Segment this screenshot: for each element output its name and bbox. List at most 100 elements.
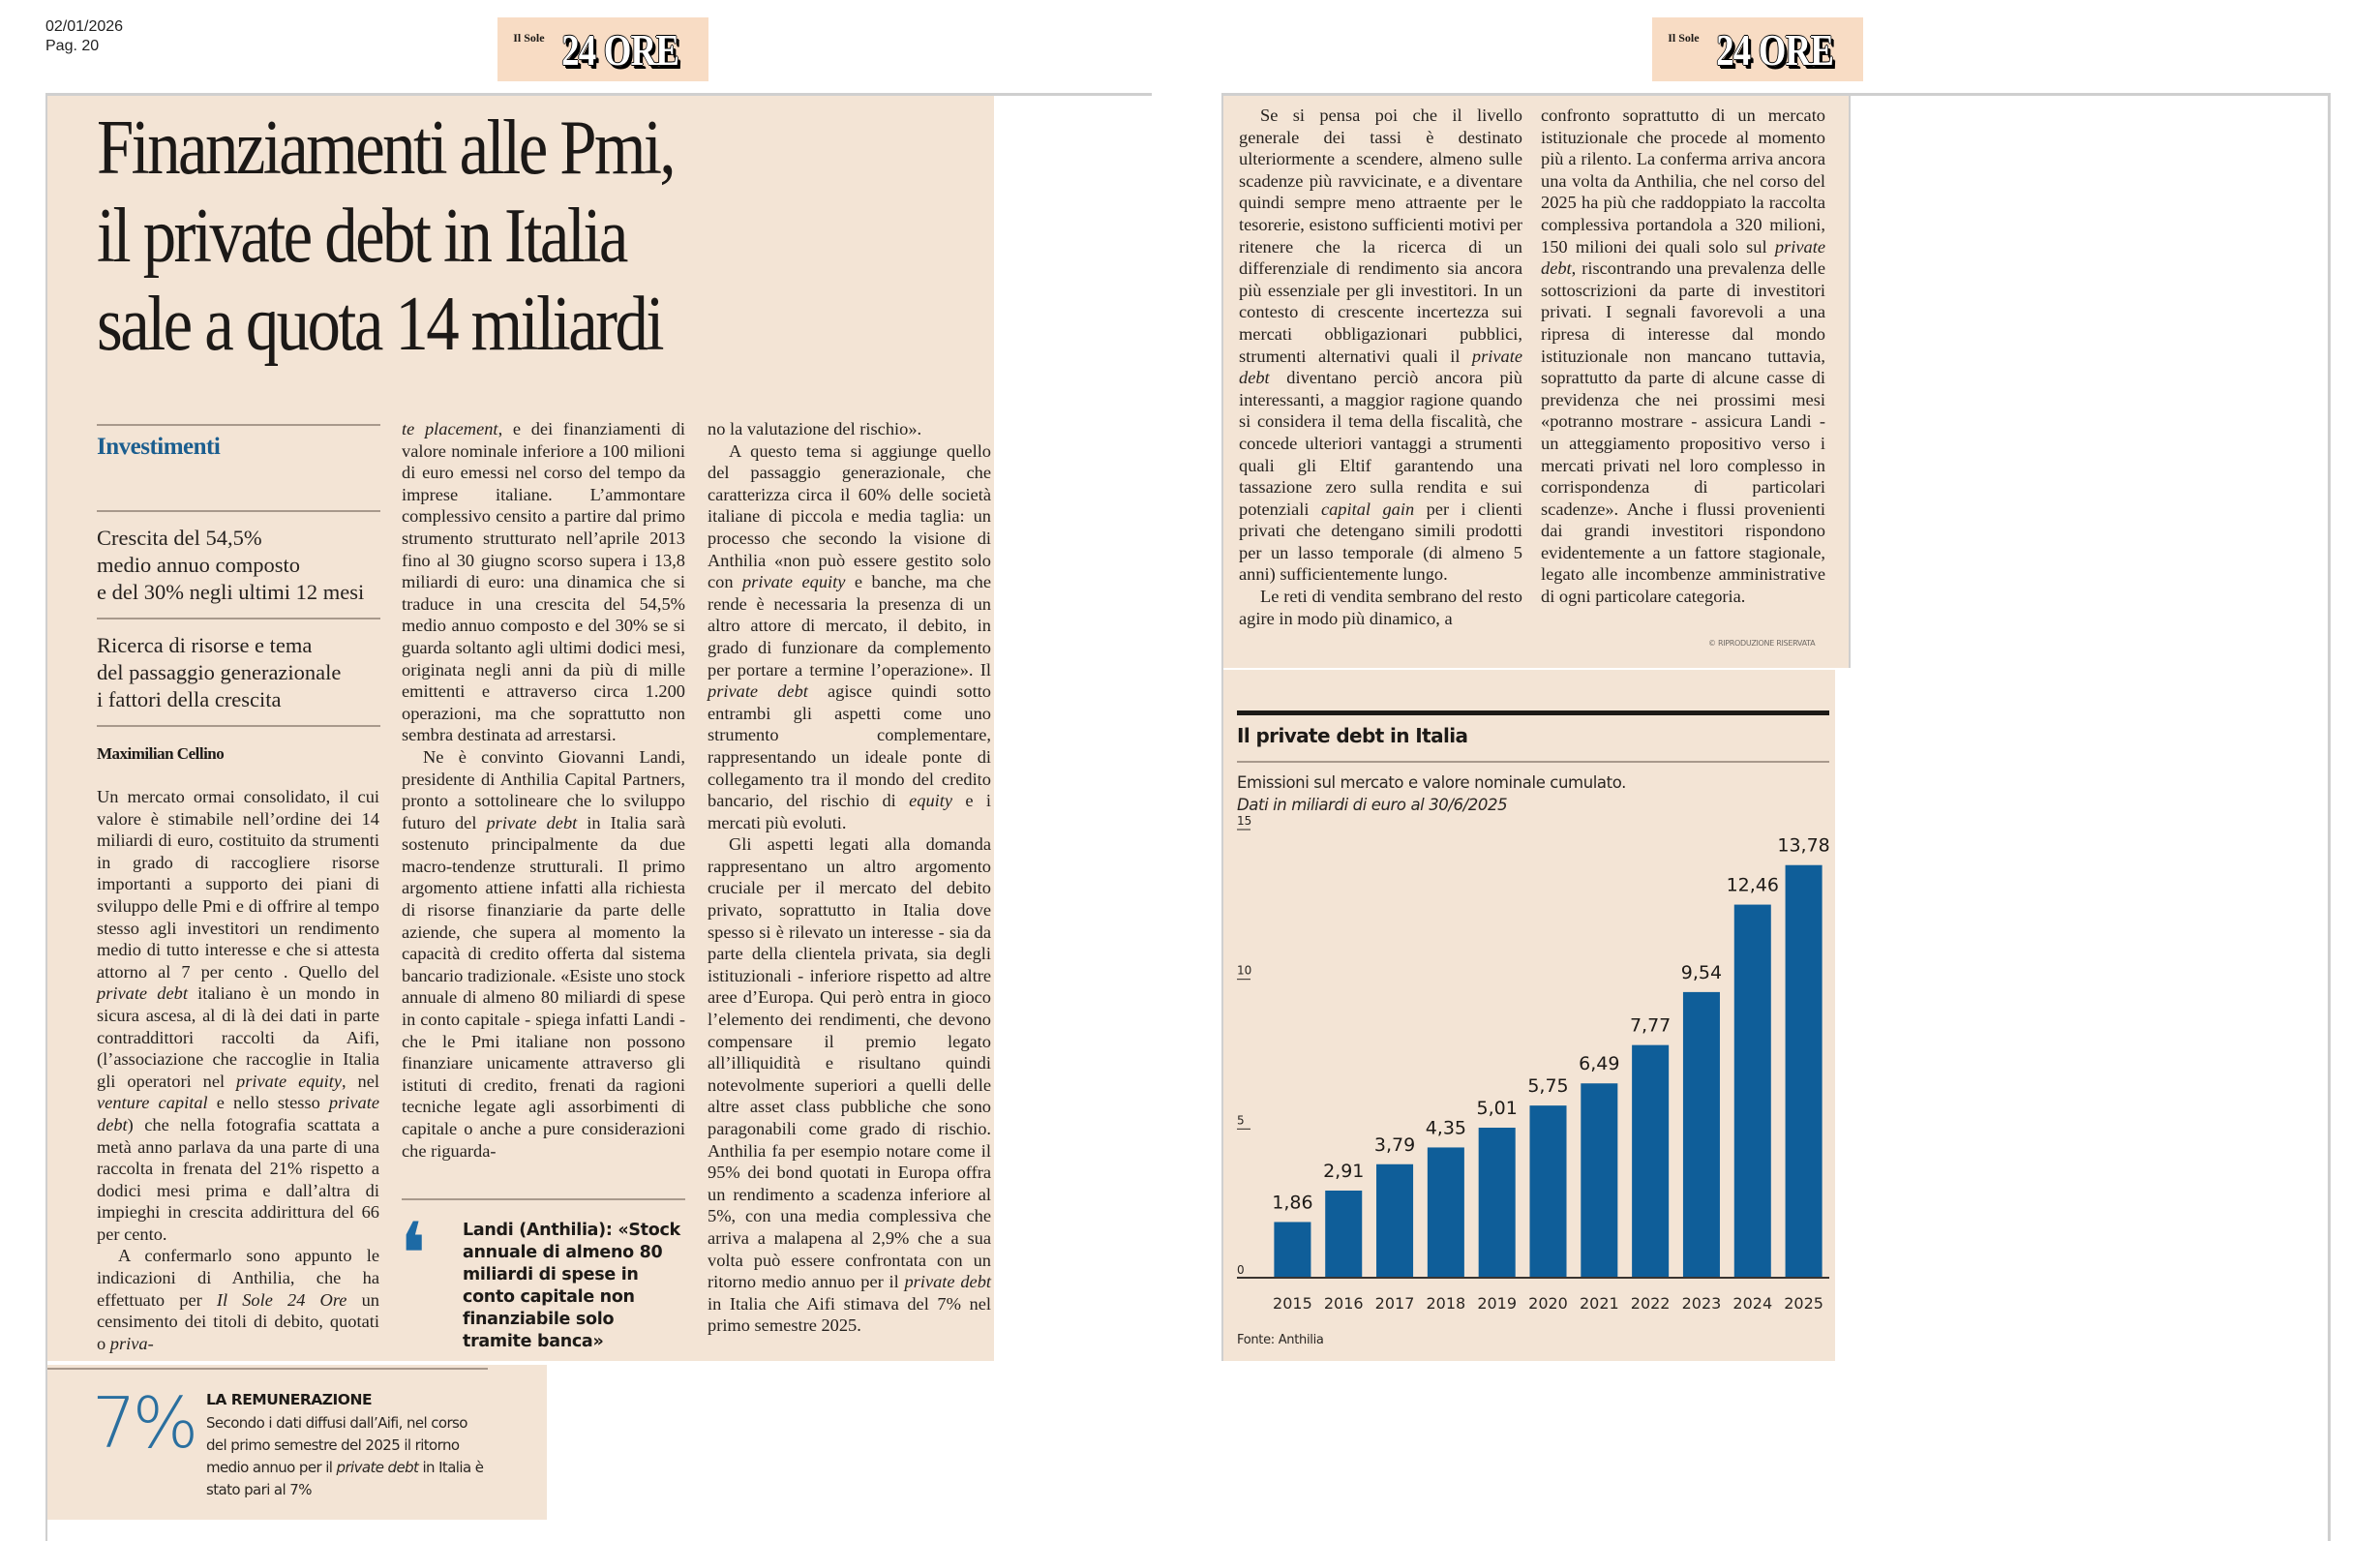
bar-2016 — [1325, 1190, 1363, 1278]
callout-text: Secondo i dati diffusi dall’Aifi, nel co… — [206, 1414, 484, 1498]
bar-chart: 0 5 10 15 1,86 2015 2,91 2016 3,79 2017 4,35 2018 5,… — [1237, 814, 1830, 1313]
logo-big-text: 24 ORE — [1715, 24, 1834, 75]
bar-2022 — [1632, 1044, 1670, 1278]
logo-big-text: 24 ORE — [560, 24, 679, 75]
page-frame-left-right-page — [1221, 93, 1223, 1361]
headline-line-3: sale a quota 14 miliardi — [97, 282, 664, 367]
chart-subtitle-line: Emissioni sul mercato e valore nominale … — [1237, 773, 1626, 792]
chart-source: Fonte: Anthilia — [1237, 1333, 1324, 1347]
bar-2018 — [1427, 1147, 1464, 1278]
data-label-2022: 7,77 — [1630, 1015, 1671, 1037]
y-tick-label: 5 — [1237, 1113, 1245, 1127]
x-tick-label-2021: 2021 — [1580, 1294, 1619, 1313]
logo-small-text: Il Sole — [1668, 31, 1700, 45]
pull-quote: Landi (Anthilia): «Stock annuale di alme… — [463, 1221, 680, 1351]
page-frame-top-right — [1221, 93, 2330, 96]
paragraph: Gli aspetti legati alla domanda rapprese… — [708, 834, 992, 1336]
paragraph: Ne è convinto Giovanni Landi, presidente… — [402, 746, 686, 1161]
x-tick-label-2025: 2025 — [1784, 1294, 1823, 1313]
section-label: Investimenti — [97, 434, 221, 460]
y-tick-label: 15 — [1237, 814, 1251, 828]
bar-2019 — [1478, 1128, 1516, 1278]
chart-title: Il private debt in Italia — [1237, 724, 1468, 747]
paragraph: confronto soprattutto di un mercato isti… — [1541, 106, 1825, 607]
subhead-line: Ricerca di risorse e tema — [97, 633, 313, 657]
data-label-2019: 5,01 — [1477, 1098, 1518, 1119]
byline: Maximilian Cellino — [97, 744, 225, 763]
data-label-2018: 4,35 — [1426, 1117, 1466, 1138]
body-column-3: no la valutazione del rischio». A questo… — [708, 418, 991, 1337]
paragraph: A confermarlo sono appunto le indicazion… — [97, 1246, 379, 1353]
page-number: Pag. 20 — [45, 38, 100, 54]
subhead-line: del passaggio generazionale — [97, 660, 342, 684]
bar-2017 — [1376, 1163, 1414, 1278]
divider — [97, 510, 380, 512]
body-column-5: confronto soprattutto di un mercato isti… — [1541, 105, 1825, 608]
panel-edge — [1849, 96, 1851, 668]
newspaper-logo-left: Il Sole 24 ORE — [497, 17, 708, 81]
x-tick-label-2024: 2024 — [1732, 1294, 1772, 1313]
headline-line-1: Finanziamenti alle Pmi, — [97, 106, 677, 191]
body-column-1: Un mercato ormai consolidato, il cui val… — [97, 786, 379, 1354]
x-tick-label-2023: 2023 — [1682, 1294, 1722, 1313]
data-label-2015: 1,86 — [1272, 1192, 1312, 1213]
bar-2015 — [1274, 1222, 1311, 1278]
subhead-line: i fattori della crescita — [97, 687, 282, 711]
divider — [1237, 761, 1829, 763]
paragraph: Un mercato ormai consolidato, il cui val… — [97, 787, 379, 1244]
paragraph: A questo tema si aggiunge quello del pas… — [708, 440, 992, 832]
bar-2020 — [1529, 1105, 1567, 1278]
paragraph: no la valutazione del rischio». — [708, 419, 922, 438]
bar-2024 — [1733, 904, 1771, 1278]
data-label-2021: 6,49 — [1579, 1053, 1619, 1074]
x-tick-label-2016: 2016 — [1324, 1294, 1364, 1313]
callout-box — [47, 1365, 547, 1520]
newspaper-logo-right: Il Sole 24 ORE — [1652, 17, 1863, 81]
article-continuation-panel — [1223, 96, 1849, 668]
divider — [402, 1198, 685, 1200]
bar-2023 — [1682, 991, 1720, 1278]
bar-2025 — [1785, 864, 1823, 1278]
x-tick-label-2020: 2020 — [1528, 1294, 1568, 1313]
subhead-2: Ricerca di risorse e tema del passaggio … — [97, 632, 387, 713]
callout-title: LA REMUNERAZIONE — [206, 1391, 373, 1408]
subhead-line: e del 30% negli ultimi 12 mesi — [97, 580, 365, 604]
bar-2021 — [1581, 1083, 1618, 1278]
data-label-2017: 3,79 — [1374, 1134, 1415, 1156]
divider — [97, 424, 380, 426]
paragraph: Le reti di vendita sembrano del resto ag… — [1239, 587, 1522, 628]
paragraph: Se si pensa poi che il livello generale … — [1239, 106, 1522, 585]
body-column-2: te placement, e dei finanziamenti di val… — [402, 418, 685, 1162]
chart-subtitle: Emissioni sul mercato e valore nominale … — [1237, 771, 1818, 816]
data-label-2024: 12,46 — [1727, 875, 1779, 896]
chart-top-rule — [1237, 710, 1829, 715]
x-tick-label-2022: 2022 — [1631, 1294, 1671, 1313]
data-label-2016: 2,91 — [1323, 1161, 1364, 1182]
quote-icon: ❛ — [399, 1208, 428, 1304]
logo-small-text: Il Sole — [513, 31, 545, 45]
divider — [97, 725, 380, 727]
chart-note-line: Dati in miliardi di euro al 30/6/2025 — [1237, 796, 1508, 814]
headline-line-2: il private debt in Italia — [97, 194, 628, 279]
page-frame-top-left — [45, 93, 1152, 96]
issue-date: 02/01/2026 — [45, 18, 124, 35]
data-label-2025: 13,78 — [1777, 835, 1829, 857]
copyright-notice: © RIPRODUZIONE RISERVATA — [1708, 639, 1816, 648]
subhead-line: Crescita del 54,5% — [97, 526, 262, 550]
subhead-line: medio annuo composto — [97, 553, 300, 577]
divider — [47, 1368, 488, 1370]
article-panel — [47, 96, 994, 1361]
page-frame-left — [45, 93, 47, 1541]
divider — [97, 618, 380, 619]
x-tick-label-2018: 2018 — [1427, 1294, 1466, 1313]
y-tick-label: 10 — [1237, 964, 1251, 978]
data-label-2020: 5,75 — [1527, 1075, 1568, 1097]
x-tick-label-2015: 2015 — [1273, 1294, 1312, 1313]
x-tick-label-2017: 2017 — [1375, 1294, 1415, 1313]
body-column-4: Se si pensa poi che il livello generale … — [1239, 105, 1522, 629]
headline: Finanziamenti alle Pmi, il private debt … — [97, 105, 846, 369]
paragraph: te placement, e dei finanziamenti di val… — [402, 419, 686, 745]
page-frame-right — [2328, 93, 2331, 1541]
x-tick-label-2019: 2019 — [1477, 1294, 1517, 1313]
data-label-2023: 9,54 — [1681, 962, 1722, 983]
